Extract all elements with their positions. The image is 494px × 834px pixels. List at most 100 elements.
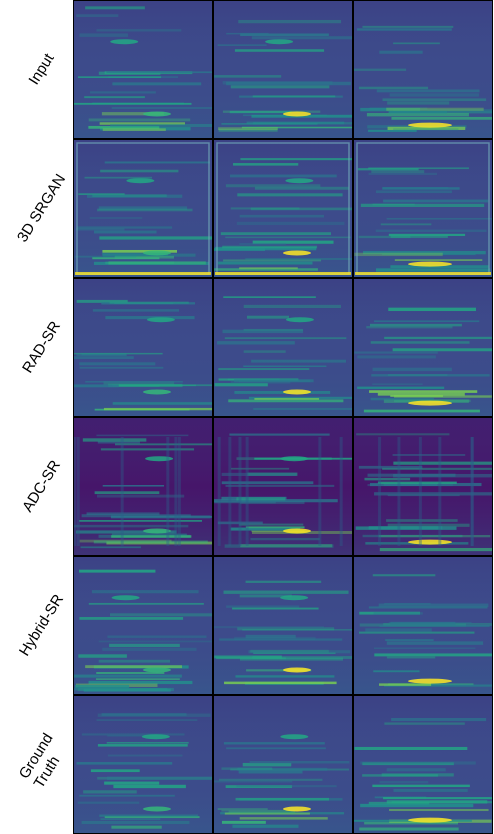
streak [391,717,487,722]
streak [225,184,321,188]
bright-spot [143,389,171,395]
streak [370,397,434,401]
panel-border [353,556,493,695]
streak [88,602,204,605]
panel-border [73,278,213,417]
panel-border [213,556,353,695]
streak [224,812,310,815]
streak [248,650,351,654]
streak [246,315,290,319]
heatmap-panel [213,278,353,417]
streak [98,71,161,75]
streak [392,348,493,352]
streak [239,267,298,270]
streak [387,101,450,105]
vertical-streak [76,437,80,546]
streak [253,408,353,410]
streak [237,767,328,771]
streak [373,612,423,615]
streak [240,544,333,548]
streak [372,367,452,372]
bright-spot [408,400,452,406]
streak [245,258,353,260]
streak [377,392,465,396]
streak [384,722,465,725]
row-label: RAD-SR [19,318,64,376]
vertical-streak [73,437,77,546]
streak [89,217,143,219]
streak [76,762,173,765]
vertical-streak [120,437,124,546]
streak [381,773,454,777]
streak [234,391,331,394]
heatmap-panel [213,695,353,834]
streak [391,801,493,804]
streak [364,477,411,481]
streak [76,299,128,303]
panel-border [353,0,493,139]
streak [82,438,147,442]
streak [99,122,186,125]
heatmap-panel [73,278,213,417]
streak [226,605,300,608]
streak [393,42,440,45]
heatmap-panel [73,0,213,139]
streak [254,398,320,400]
streak [252,240,334,244]
streak [103,381,175,385]
streak [87,194,183,198]
streak [218,368,310,371]
streak [99,236,213,240]
streak [106,741,189,744]
streak [222,110,321,113]
streak [230,380,291,384]
streak [85,665,182,669]
streak [97,441,140,444]
streak [222,245,318,249]
streak [214,75,282,78]
streak [214,501,276,504]
streak [379,781,429,784]
streak [100,169,179,173]
vertical-streak [238,437,242,546]
streak [389,808,489,812]
streak [84,176,153,179]
bright-spot [285,317,314,323]
panel-border [73,417,213,556]
streak [230,527,301,531]
streak [382,467,493,470]
streak [107,635,207,638]
streak [108,261,206,265]
streak [372,383,423,385]
streak [217,341,295,345]
streak [75,228,125,231]
row-label: Input [25,50,58,88]
streak [228,399,344,403]
heatmap-panel [353,0,493,139]
streak [226,81,351,86]
streak [358,86,429,90]
bright-spot [280,734,309,740]
streak [392,454,466,456]
streak [223,742,325,745]
streak [393,128,459,131]
streak [249,760,350,764]
panel-border [213,417,353,556]
streak [248,396,353,399]
bright-spot [285,178,314,184]
streak [243,350,286,353]
bright-spot [145,456,174,462]
streak [78,654,127,658]
streak [214,655,282,659]
streak [363,250,486,255]
panel-border [213,278,353,417]
streak [354,746,468,751]
streak [235,675,335,678]
streak [219,778,323,781]
bright-spot [283,806,311,812]
streak [378,535,491,538]
streak [236,785,337,788]
heatmap-panel [213,0,353,139]
streak [214,780,293,783]
streak [101,713,187,716]
